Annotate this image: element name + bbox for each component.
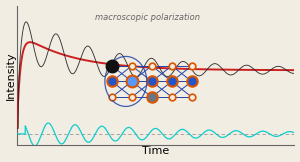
Text: macroscopic polarization: macroscopic polarization bbox=[94, 13, 200, 22]
Y-axis label: Intensity: Intensity bbox=[6, 51, 16, 100]
X-axis label: Time: Time bbox=[142, 146, 169, 156]
